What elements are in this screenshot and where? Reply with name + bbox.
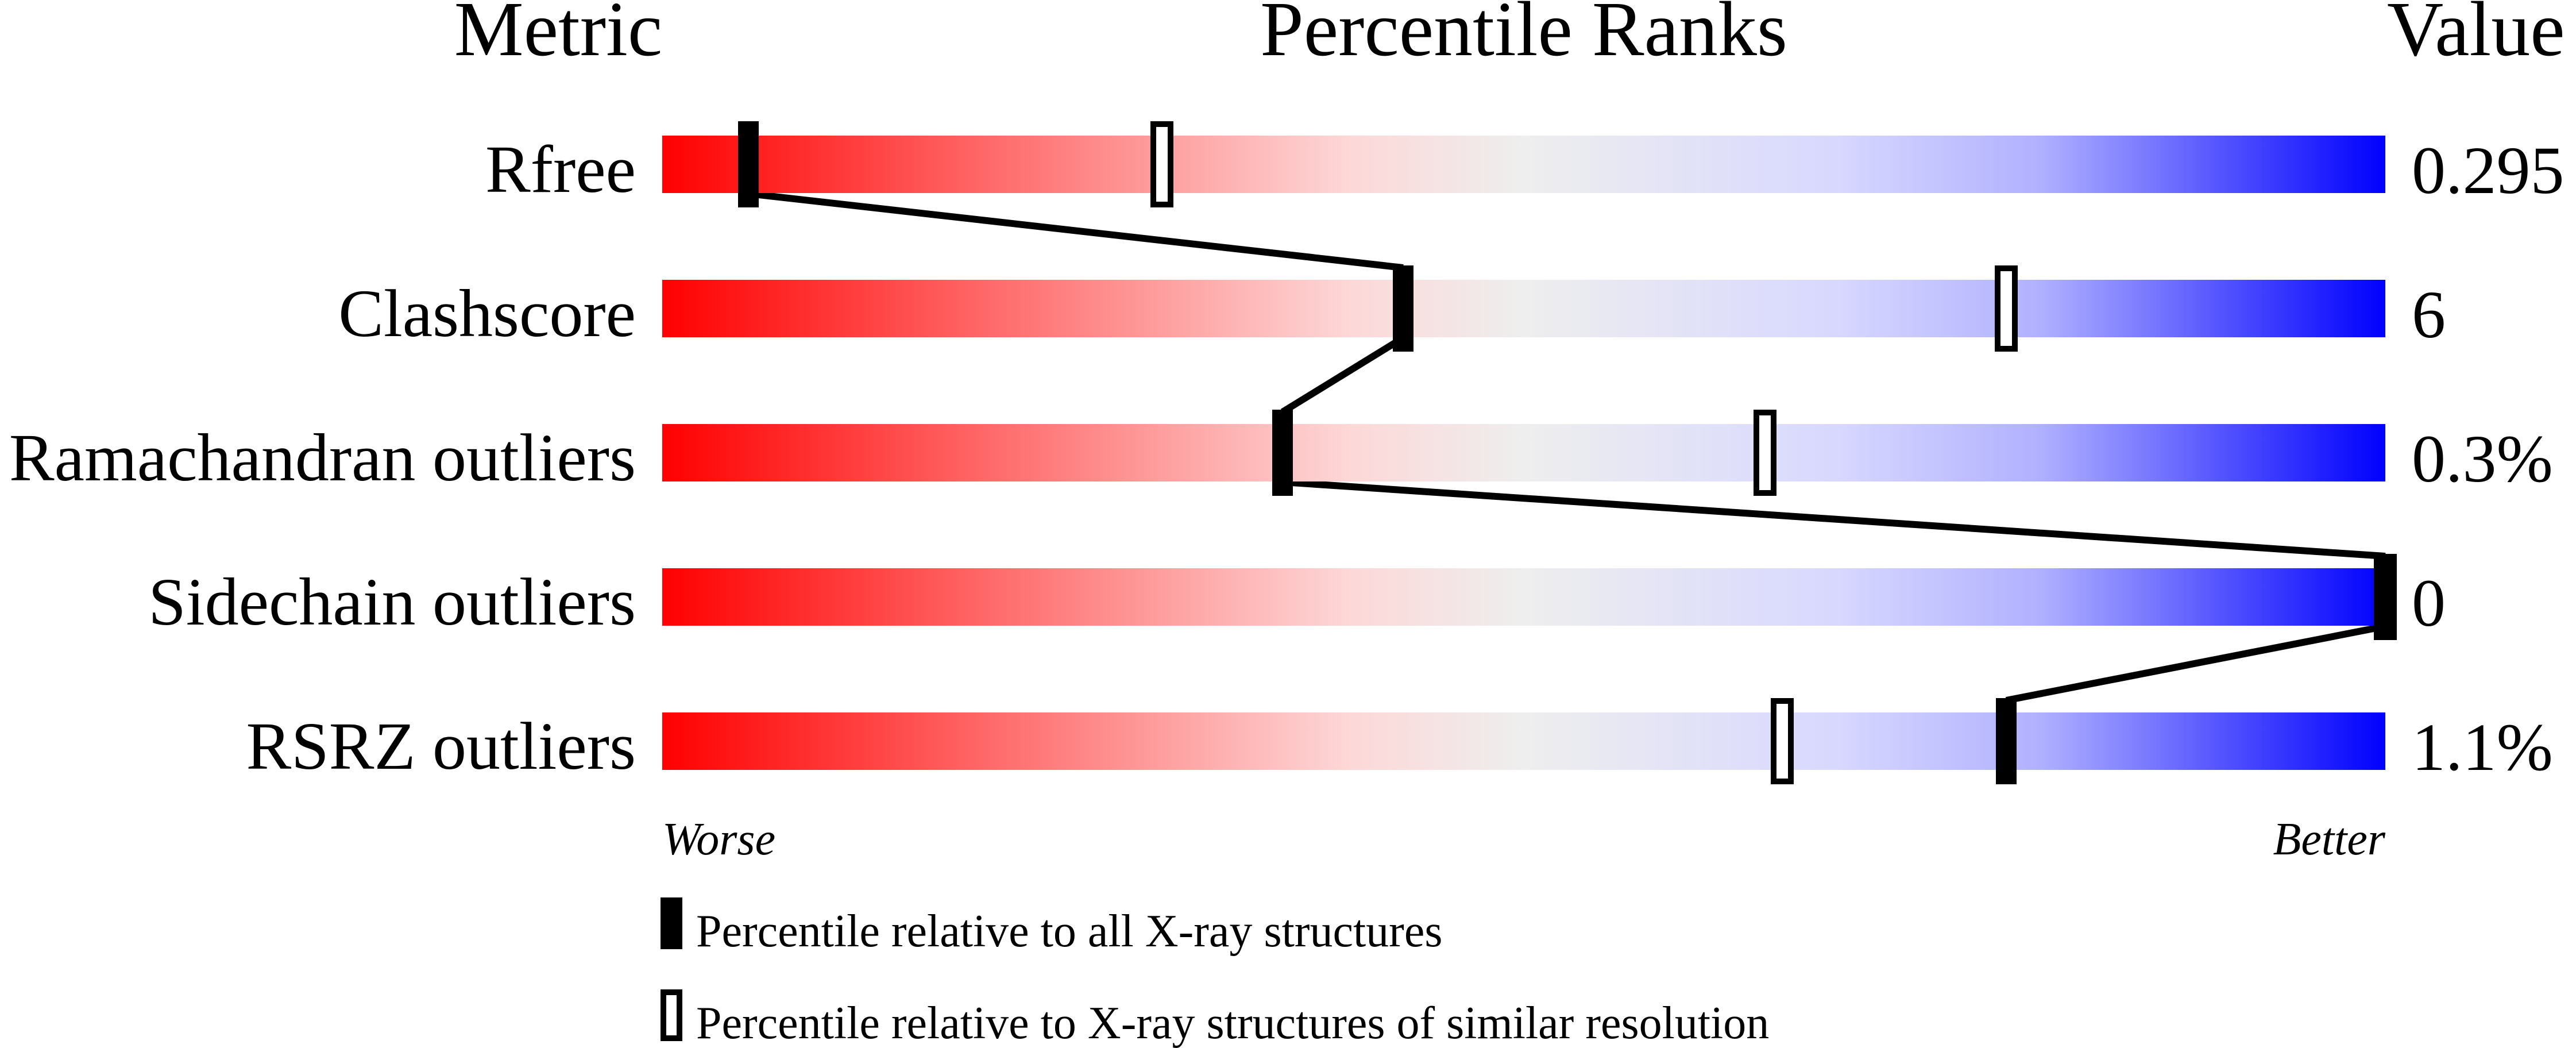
header-percentile-ranks: Percentile Ranks (1260, 0, 1787, 72)
metric-label: Clashscore (338, 276, 636, 351)
metric-label: Ramachandran outliers (9, 420, 636, 495)
metric-row: RSRZ outliers 1.1% (246, 698, 2553, 785)
metric-label: Sidechain outliers (148, 564, 636, 639)
header-value: Value (2387, 0, 2565, 72)
legend-filled-marker (661, 897, 682, 949)
similar-resolution-marker (1771, 698, 1794, 784)
percentile-bar (662, 280, 2385, 337)
all-structures-marker (1393, 265, 1413, 352)
legend-label-all: Percentile relative to all X-ray structu… (696, 906, 1442, 957)
legend: Percentile relative to all X-ray structu… (661, 897, 1769, 1048)
percentile-bar (662, 712, 2385, 770)
metric-row: Ramachandran outliers 0.3% (9, 410, 2553, 496)
percentile-bar (662, 424, 2385, 481)
metric-row: Clashscore 6 (338, 265, 2446, 352)
metric-rows: Rfree 0.295 Clashscore 6 Ramachandran outlie… (9, 121, 2565, 785)
metric-value: 1.1% (2412, 710, 2553, 785)
metric-value: 0.295 (2412, 133, 2565, 208)
all-structures-marker (1272, 410, 1293, 496)
metric-value: 0 (2412, 565, 2446, 641)
metric-row: Sidechain outliers 0 (148, 554, 2446, 641)
connector-lines (748, 190, 2386, 704)
legend-label-similar: Percentile relative to X-ray structures … (696, 998, 1769, 1048)
header-metric: Metric (454, 0, 663, 72)
metric-row: Rfree 0.295 (485, 121, 2565, 208)
all-structures-marker (1996, 698, 2017, 784)
similar-resolution-marker (1995, 265, 2018, 352)
similar-resolution-marker (1754, 410, 1776, 496)
axis-worse-label: Worse (662, 814, 775, 865)
metric-value: 6 (2412, 277, 2446, 352)
connector-line (2005, 623, 2386, 704)
percentile-bar (662, 136, 2385, 193)
all-structures-marker (738, 121, 759, 207)
metric-value: 0.3% (2412, 421, 2553, 496)
metric-label: Rfree (485, 132, 636, 207)
connector-line (1280, 334, 1405, 415)
legend-open-marker (661, 989, 682, 1041)
all-structures-marker (2375, 554, 2396, 640)
connector-line (748, 190, 1404, 271)
similar-resolution-marker (1150, 121, 1173, 207)
percentile-bar (662, 568, 2385, 626)
connector-line (1282, 479, 2386, 560)
metric-label: RSRZ outliers (246, 708, 636, 784)
axis-better-label: Better (2273, 814, 2386, 865)
